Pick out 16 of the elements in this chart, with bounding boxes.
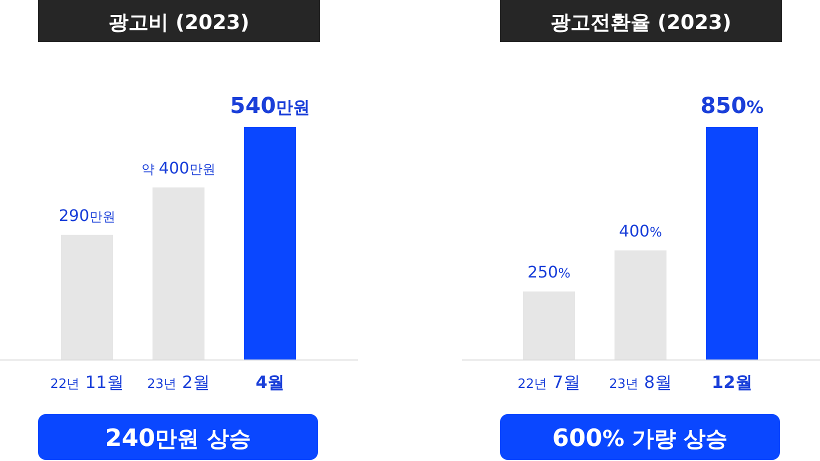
x-tick-label: 23년 2월 <box>147 373 210 393</box>
data-label: 540만원 <box>230 94 310 119</box>
data-label: 250% <box>528 262 570 282</box>
x-tick-label: 22년 11월 <box>50 373 124 393</box>
x-tick-label: 22년 7월 <box>518 373 580 393</box>
data-label: 290만원 <box>58 206 116 225</box>
data-label: 850% <box>700 94 764 119</box>
chart-title: 광고전환율 (2023) <box>550 10 732 34</box>
x-tick-label: 4월 <box>256 373 284 393</box>
chart-title: 광고비 (2023) <box>108 10 250 34</box>
data-label: 약 400만원 <box>142 158 216 178</box>
x-tick-label: 23년 8월 <box>609 373 672 393</box>
text: 240만원 상승 <box>105 424 251 452</box>
x-tick-label: 12월 <box>712 373 752 393</box>
text: 600% 가량 상승 <box>552 424 728 452</box>
data-label: 400% <box>619 221 662 240</box>
